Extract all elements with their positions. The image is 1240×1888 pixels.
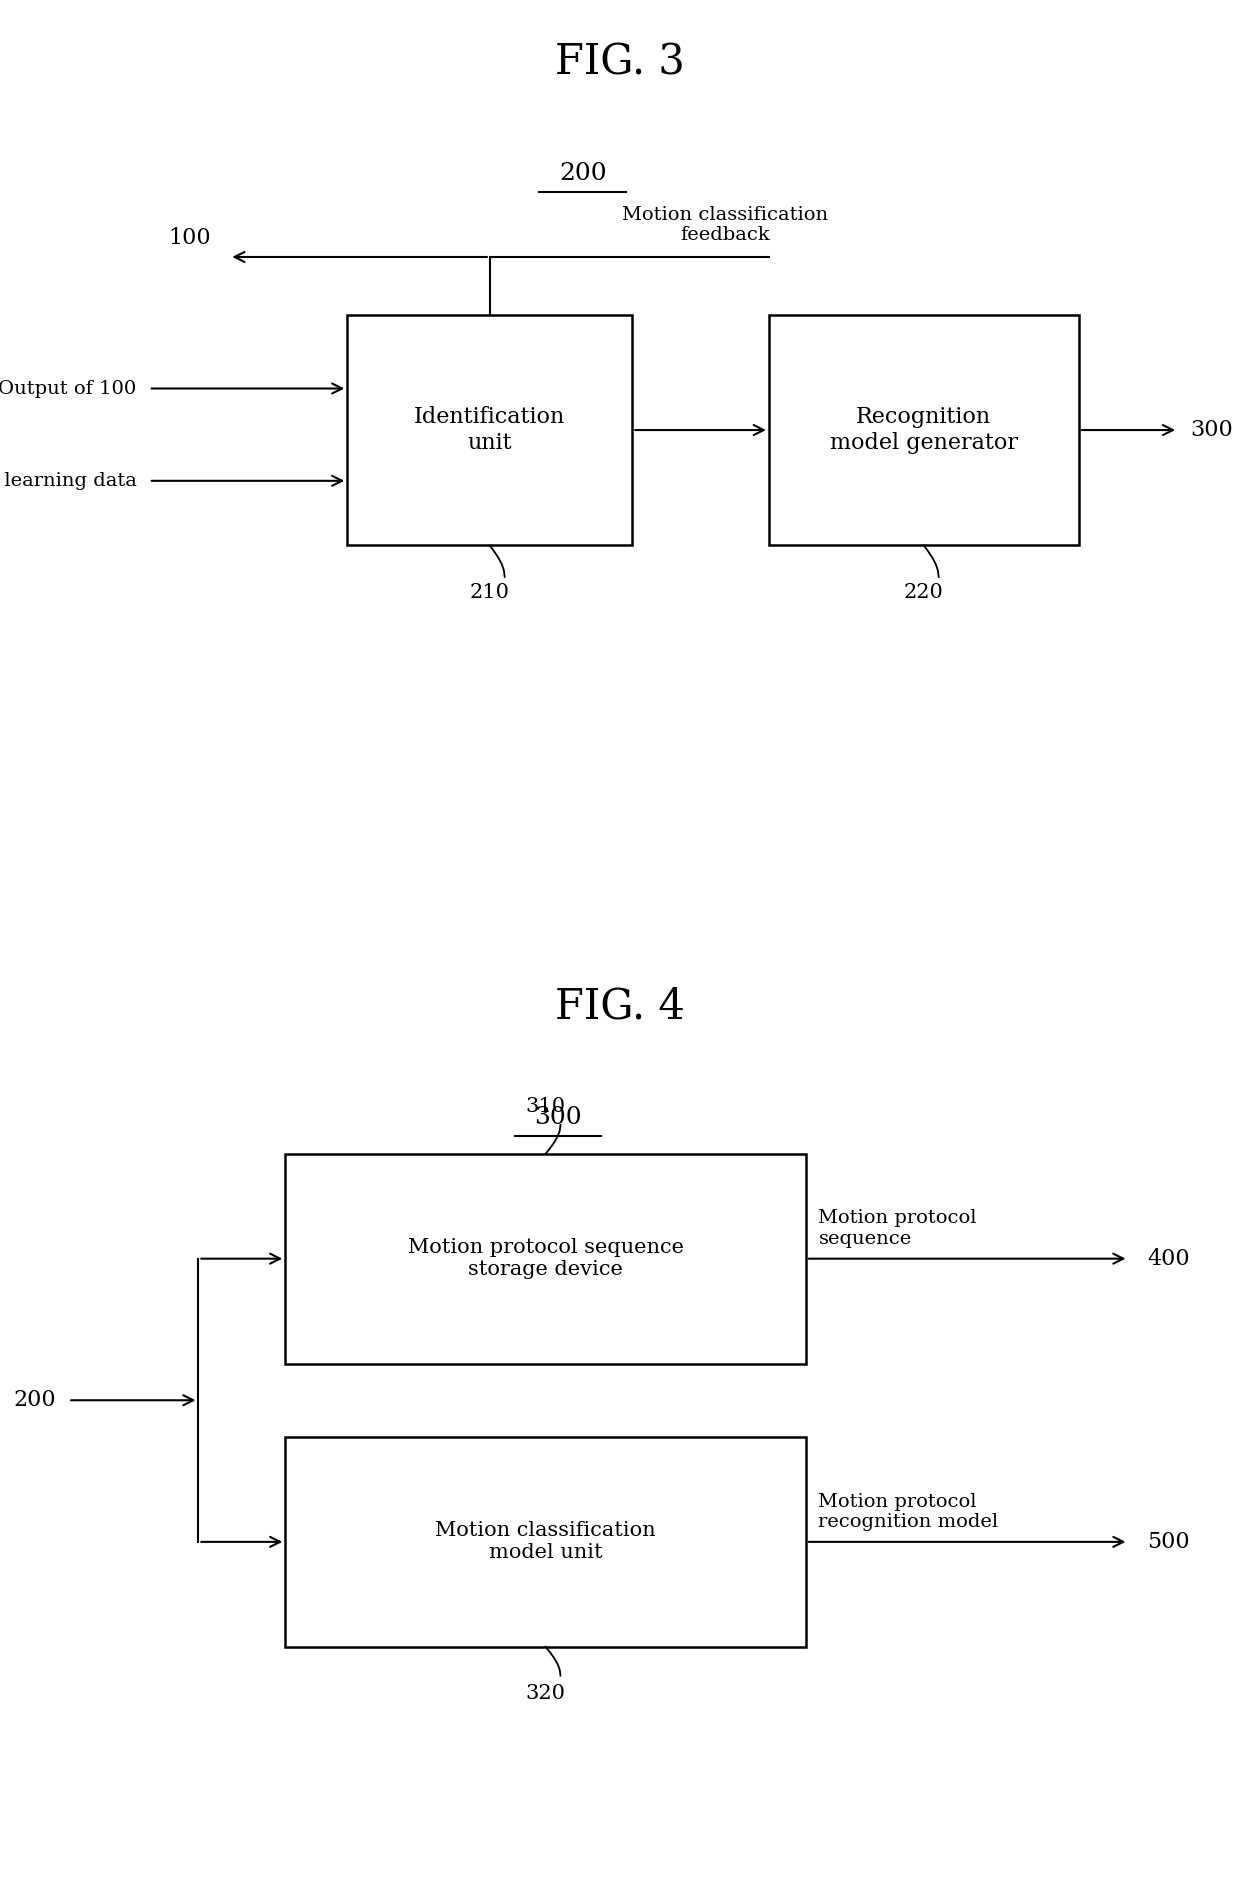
Text: 100: 100 bbox=[169, 227, 211, 249]
Text: Identification
unit: Identification unit bbox=[414, 406, 565, 453]
Text: Motion classification
model unit: Motion classification model unit bbox=[435, 1522, 656, 1563]
Text: FIG. 4: FIG. 4 bbox=[556, 986, 684, 1027]
Text: Motion learning data: Motion learning data bbox=[0, 472, 136, 489]
Text: Output of 100: Output of 100 bbox=[0, 379, 136, 398]
Text: 200: 200 bbox=[14, 1390, 56, 1410]
Text: 500: 500 bbox=[1147, 1531, 1189, 1552]
Text: 300: 300 bbox=[534, 1106, 582, 1129]
Text: FIG. 3: FIG. 3 bbox=[556, 42, 684, 83]
Text: 210: 210 bbox=[470, 583, 510, 602]
Bar bbox=[285, 1437, 806, 1646]
Text: 320: 320 bbox=[526, 1684, 565, 1703]
Text: 200: 200 bbox=[559, 162, 606, 185]
Text: Motion protocol sequence
storage device: Motion protocol sequence storage device bbox=[408, 1239, 683, 1280]
Bar bbox=[347, 315, 632, 546]
Text: 400: 400 bbox=[1147, 1248, 1189, 1269]
Text: Motion protocol
recognition model: Motion protocol recognition model bbox=[818, 1493, 998, 1531]
Text: 310: 310 bbox=[526, 1097, 565, 1116]
Bar bbox=[285, 1154, 806, 1363]
Text: 220: 220 bbox=[904, 583, 944, 602]
Text: Motion protocol
sequence: Motion protocol sequence bbox=[818, 1210, 977, 1248]
Text: Motion classification
feedback: Motion classification feedback bbox=[622, 206, 828, 244]
Text: Recognition
model generator: Recognition model generator bbox=[830, 406, 1018, 453]
Bar bbox=[769, 315, 1079, 546]
Text: 300: 300 bbox=[1190, 419, 1233, 442]
